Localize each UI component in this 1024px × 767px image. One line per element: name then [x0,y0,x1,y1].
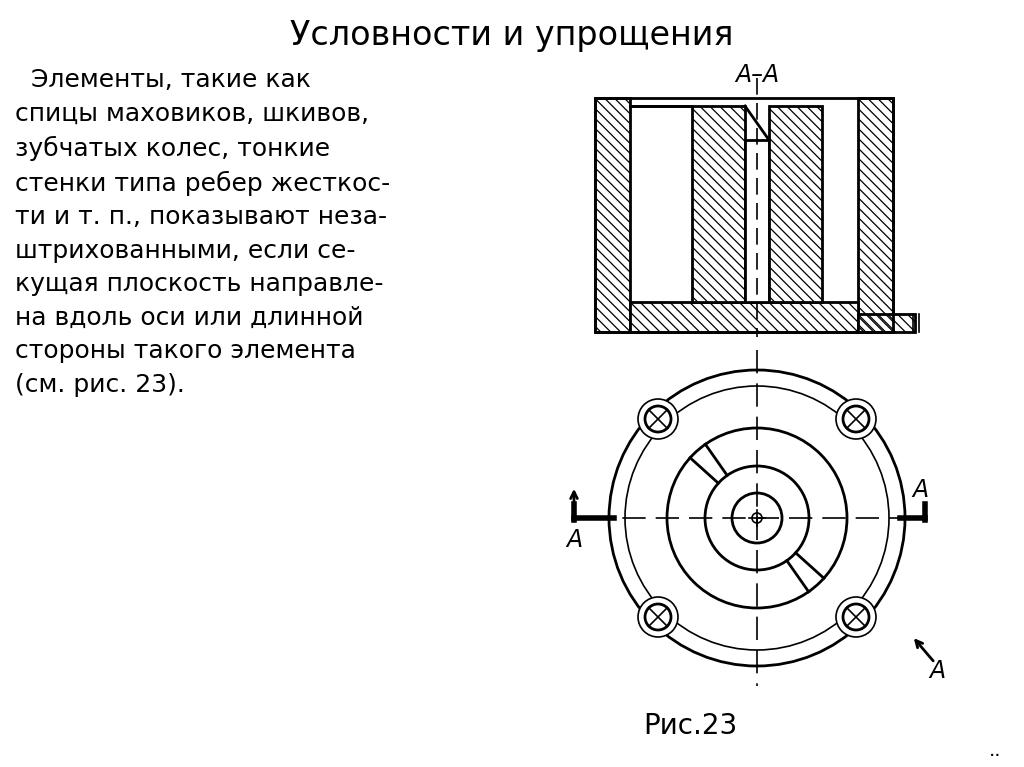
Circle shape [843,604,869,630]
Circle shape [843,406,869,432]
Polygon shape [630,302,858,332]
Circle shape [645,406,671,432]
Circle shape [638,399,678,439]
Polygon shape [595,98,893,332]
Text: ..: .. [989,740,1001,759]
Bar [595,98,893,332]
Circle shape [752,513,762,523]
Polygon shape [769,106,822,302]
Polygon shape [745,140,769,302]
Circle shape [645,604,671,630]
Text: A: A [912,478,928,502]
Polygon shape [692,106,745,302]
Polygon shape [858,314,915,332]
Text: Элементы, такие как
спицы маховиков, шкивов,
зубчатых колес, тонкие
стенки типа : Элементы, такие как спицы маховиков, шки… [15,68,390,397]
Polygon shape [858,98,893,332]
Text: Условности и упрощения: Условности и упрощения [290,18,734,51]
Circle shape [836,597,876,637]
Circle shape [836,399,876,439]
Circle shape [638,597,678,637]
Polygon shape [595,98,630,332]
Text: Рис.23: Рис.23 [643,712,737,740]
Text: A–A: A–A [735,63,779,87]
Text: A: A [929,659,945,683]
Text: A: A [566,528,582,552]
